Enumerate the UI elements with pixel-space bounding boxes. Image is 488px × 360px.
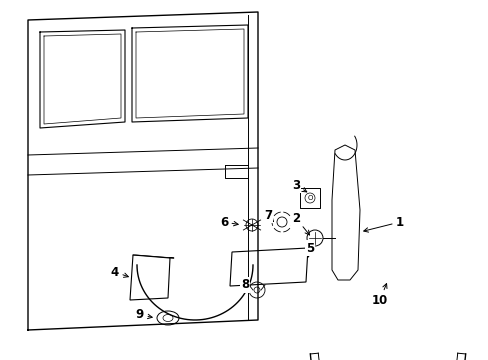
Text: O: O xyxy=(306,195,312,201)
Polygon shape xyxy=(229,248,307,286)
Text: 5: 5 xyxy=(305,242,313,257)
Text: 3: 3 xyxy=(291,179,306,192)
Text: 6: 6 xyxy=(220,216,238,229)
Text: 9: 9 xyxy=(136,309,152,321)
Polygon shape xyxy=(130,255,170,300)
Text: 1: 1 xyxy=(363,216,403,232)
Text: 10: 10 xyxy=(371,284,387,306)
Text: 4: 4 xyxy=(111,266,128,279)
Text: 7: 7 xyxy=(264,208,273,221)
Text: 8: 8 xyxy=(241,279,248,292)
Text: 2: 2 xyxy=(291,212,309,235)
Polygon shape xyxy=(331,145,359,280)
